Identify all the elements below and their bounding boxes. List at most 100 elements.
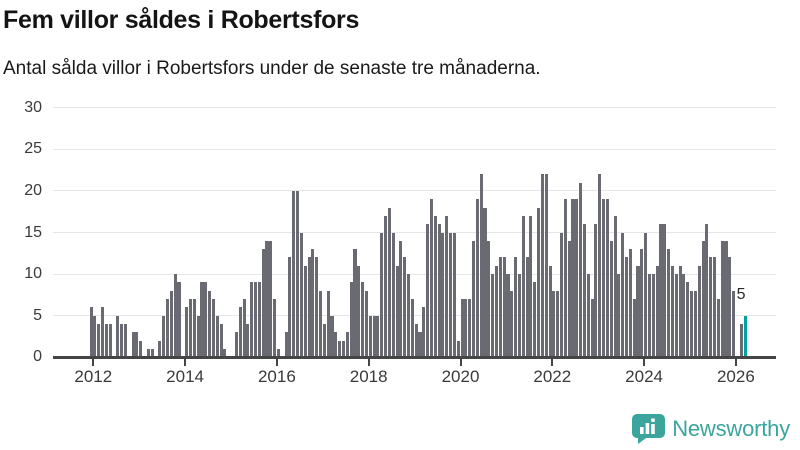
bar <box>395 265 399 358</box>
bar <box>257 282 261 358</box>
bar <box>452 232 456 358</box>
x-axis-tick <box>184 358 187 366</box>
bar <box>330 315 334 358</box>
bar <box>563 199 567 358</box>
bar <box>472 240 476 358</box>
bar <box>529 215 533 358</box>
x-axis-tick <box>367 358 370 366</box>
bar <box>246 324 250 358</box>
bar <box>345 332 349 358</box>
bar <box>582 224 587 358</box>
y-axis-label: 5 <box>33 306 42 324</box>
bar <box>188 299 193 358</box>
x-axis-tick <box>551 358 554 366</box>
bar <box>364 290 368 358</box>
bar <box>399 240 403 358</box>
bar <box>292 190 296 358</box>
bar <box>705 224 709 358</box>
bar <box>303 265 307 358</box>
bar <box>617 274 621 358</box>
bar <box>449 232 453 358</box>
y-axis-label: 30 <box>24 98 42 116</box>
bar <box>100 307 105 358</box>
y-axis-label: 0 <box>33 348 42 366</box>
x-axis-line <box>53 356 776 359</box>
bar <box>123 324 128 358</box>
bar <box>655 265 659 358</box>
bar <box>598 174 602 358</box>
bar <box>361 282 365 358</box>
bar <box>533 282 537 358</box>
bar <box>487 240 491 358</box>
bar <box>120 324 124 358</box>
bar <box>537 207 541 358</box>
bar <box>414 324 418 358</box>
bar <box>146 348 150 358</box>
bar <box>315 257 319 358</box>
bar <box>387 207 391 358</box>
bar <box>307 257 311 358</box>
bar <box>372 315 376 358</box>
bar <box>506 274 510 358</box>
bar <box>445 215 449 358</box>
bar <box>177 282 181 358</box>
bar <box>162 315 166 358</box>
bar <box>169 290 173 358</box>
bar <box>234 332 238 358</box>
bar <box>468 299 472 358</box>
bar <box>269 240 273 358</box>
bar <box>739 324 743 358</box>
bar <box>238 307 242 358</box>
bar <box>158 340 162 358</box>
bar <box>456 340 460 358</box>
bar <box>265 240 269 358</box>
bar <box>357 265 361 358</box>
gridline <box>53 107 776 109</box>
bar <box>108 324 112 358</box>
bar <box>299 232 303 358</box>
bar <box>418 332 422 358</box>
bar <box>682 274 686 358</box>
bar <box>720 240 724 358</box>
bar <box>368 315 372 358</box>
bar <box>204 282 208 358</box>
x-axis-tick <box>643 358 646 366</box>
newsworthy-logo-text: Newsworthy <box>672 416 790 441</box>
bar <box>491 274 495 358</box>
bar <box>548 265 552 358</box>
bar <box>498 257 502 358</box>
bar <box>276 348 281 358</box>
highlighted-bar <box>743 315 747 358</box>
gridline <box>53 232 776 233</box>
x-axis-tick <box>92 358 95 366</box>
bar <box>613 215 617 358</box>
x-axis-label: 2022 <box>533 367 572 386</box>
bar <box>483 207 487 358</box>
bar <box>701 240 705 358</box>
bar <box>341 340 346 358</box>
gridline <box>53 273 776 275</box>
x-axis-label: 2020 <box>441 367 480 386</box>
bar <box>728 257 732 358</box>
x-axis-label: 2012 <box>74 367 113 386</box>
bar <box>678 265 682 358</box>
x-axis-label: 2026 <box>716 367 755 386</box>
bar <box>89 307 93 358</box>
bar <box>590 299 594 358</box>
bar <box>659 224 663 358</box>
bar <box>625 257 629 358</box>
bar <box>426 224 430 358</box>
bar <box>697 265 701 358</box>
bar <box>510 290 514 358</box>
bar <box>571 199 575 358</box>
bar <box>319 290 323 358</box>
gridline <box>53 190 776 192</box>
bar <box>150 348 154 358</box>
bar <box>97 324 101 358</box>
bar <box>502 257 506 358</box>
bar <box>609 240 613 358</box>
bar <box>559 232 564 358</box>
bar <box>647 274 652 358</box>
bar <box>670 265 674 358</box>
bar <box>391 232 395 358</box>
